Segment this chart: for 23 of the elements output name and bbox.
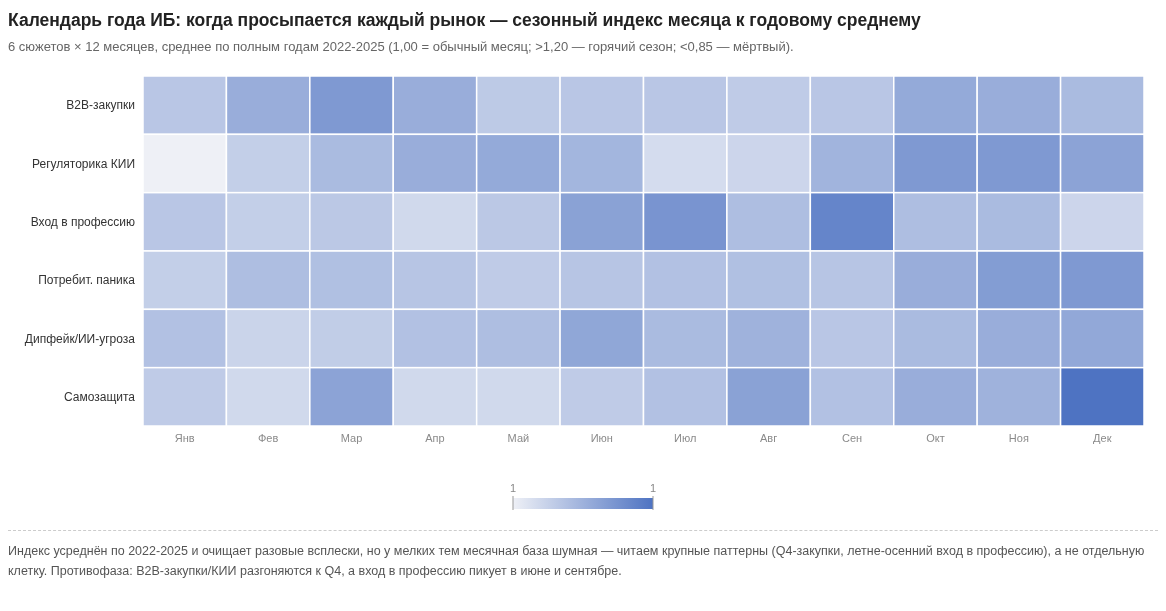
y-tick-label: B2B-закупки: [66, 98, 135, 113]
x-tick-label: Апр: [425, 431, 445, 444]
x-tick-label: Дек: [1093, 431, 1112, 444]
chart-subtitle: 6 сюжетов × 12 месяцев, среднее по полным годам 2022-2025 (1,00 = обычный месяц; >1,20 — горячий сезон; <0,85 — мёртвый).: [8, 39, 795, 54]
x-tick-label: Ноя: [1008, 431, 1029, 444]
x-tick-label: Сен: [841, 431, 863, 444]
chart-title: Календарь года ИБ: когда просыпается каждый рынок — сезонный индекс месяца к годовому среднему: [8, 10, 922, 31]
color-bar-label: 1: [649, 482, 657, 494]
x-tick-label: Май: [507, 431, 530, 444]
x-tick-label: Июл: [674, 431, 697, 444]
y-tick-label: Дипфейк/ИИ-угроза: [24, 331, 136, 346]
y-tick-label: Вход в профессию: [30, 215, 135, 230]
text: Индекс усреднён по 2022-2025 и очищает разовые всплески, но у мелких тем месячная база шумная — читаем крупные паттерны (Q4-закупки, летне-осенний вход в профессию), а не отдельную клетку. Противофаза: B2B-закупки/КИИ разгоняются к Q4, а вход в профессию пикует в июне и сентябре.: [8, 543, 1146, 580]
x-tick-label: Авг: [760, 431, 778, 444]
x-tick-label: Фев: [257, 431, 279, 444]
color-bar-label: 1: [509, 482, 517, 494]
x-tick-label: Июн: [590, 431, 613, 444]
x-tick-label: Янв: [174, 431, 195, 444]
y-tick-label: Потребит. паника: [38, 273, 136, 288]
y-tick-label: Регуляторика КИИ: [32, 156, 135, 171]
x-tick-label: Окт: [926, 431, 945, 444]
x-tick-label: Мар: [340, 431, 363, 444]
y-tick-label: Самозащита: [63, 390, 136, 405]
